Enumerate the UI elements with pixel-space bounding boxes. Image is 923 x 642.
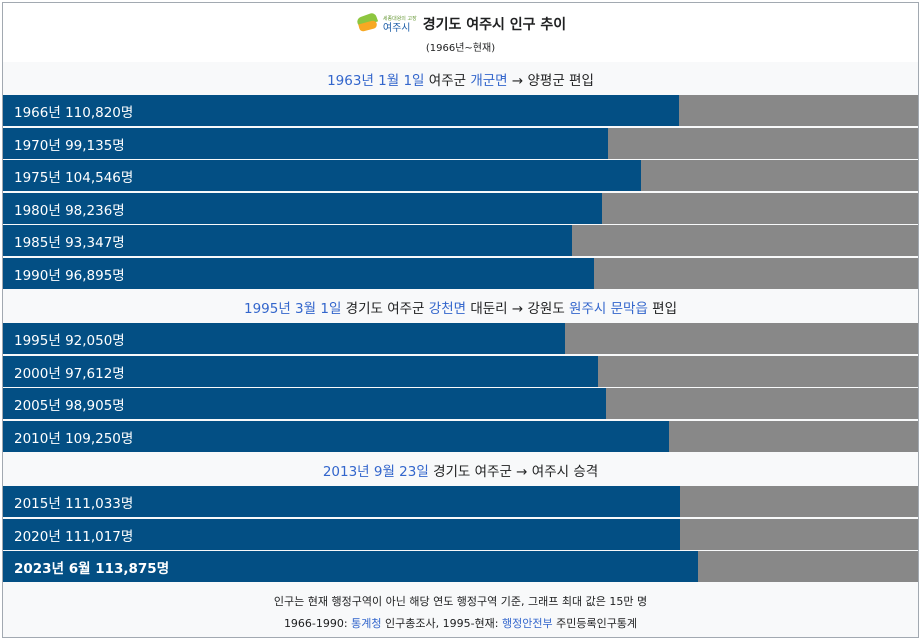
bar-track: 2000년 97,612명 [3, 356, 918, 387]
text-segment: 편입 [647, 300, 678, 317]
text-link[interactable]: 문막읍 [610, 300, 648, 317]
bar-track: 1980년 98,236명 [3, 193, 918, 224]
bar [3, 128, 608, 159]
bar-track: 2020년 111,017명 [3, 519, 918, 550]
bar-track: 2010년 109,250명 [3, 421, 918, 452]
bar-label: 1995년 92,050명 [14, 332, 125, 349]
yeoju-logo-icon [355, 11, 381, 37]
bar [3, 193, 603, 224]
bar-label: 1975년 104,546명 [14, 169, 134, 186]
bar-track: 1990년 96,895명 [3, 258, 918, 289]
chart-title: 경기도 여주시 인구 추이 [422, 17, 567, 33]
bar-label: 2000년 97,612명 [14, 365, 125, 382]
bar-track: 1970년 99,135명 [3, 128, 918, 159]
logo-name-text: 여주시 [382, 23, 411, 34]
bar-label: 2015년 111,033명 [14, 495, 134, 512]
bar-label: 1990년 96,895명 [14, 267, 125, 284]
bar-track: 1975년 104,546명 [3, 160, 918, 191]
bar-label: 1966년 110,820명 [14, 104, 134, 121]
bar-track: 1966년 110,820명 [3, 95, 918, 126]
text-segment: 경기도 여주군 → 여주시 승격 [428, 463, 599, 480]
chart-header: 세종대왕의 고장 여주시 경기도 여주시 인구 추이 (1966년~현재) [3, 3, 918, 63]
bar-track: 2005년 98,905명 [3, 388, 918, 419]
title-row: 세종대왕의 고장 여주시 경기도 여주시 인구 추이 [3, 9, 918, 39]
logo-text: 세종대왕의 고장 여주시 [383, 14, 417, 34]
bar [3, 160, 641, 191]
bar-label: 1980년 98,236명 [14, 202, 125, 219]
bar [3, 421, 670, 452]
event-row: 2013년 9월 23일 경기도 여주군 → 여주시 승격 [3, 453, 918, 486]
bar-label: 1985년 93,347명 [14, 234, 125, 251]
bar-label: 1970년 99,135명 [14, 137, 125, 154]
bar-track: 2015년 111,033명 [3, 486, 918, 517]
bar [3, 551, 698, 582]
text-segment: → 양평군 편입 [507, 72, 594, 89]
bar [3, 486, 681, 517]
bar-track: 2023년 6월 113,875명 [3, 551, 918, 582]
bar-track: 1995년 92,050명 [3, 323, 918, 354]
text-link[interactable]: 행정안전부 [501, 617, 553, 630]
text-segment: 경기도 여주군 [341, 300, 429, 317]
text-link[interactable]: 1963년 1월 1일 [327, 72, 425, 89]
bar [3, 258, 595, 289]
text-link[interactable]: 강천면 [428, 300, 467, 317]
text-segment: 여주군 [424, 72, 471, 89]
chart-footer: 인구는 현재 행정구역이 아닌 해당 연도 행정구역 기준, 그래프 최대 값은… [3, 584, 918, 637]
text-link[interactable]: 2013년 9월 23일 [322, 463, 429, 480]
text-link[interactable]: 1995년 3월 1일 [243, 300, 342, 317]
text-link[interactable]: 통계청 [351, 617, 382, 630]
text-link[interactable]: 개군면 [470, 72, 508, 89]
bar [3, 323, 565, 354]
bar-label: 2023년 6월 113,875명 [14, 560, 170, 577]
event-row: 1963년 1월 1일 여주군 개군면 → 양평군 편입 [3, 62, 918, 95]
text-segment: 대둔리 → 강원도 [466, 300, 570, 317]
bar [3, 519, 681, 550]
bar [3, 356, 599, 387]
bar [3, 388, 607, 419]
bar-track: 1985년 93,347명 [3, 225, 918, 256]
bar-label: 2005년 98,905명 [14, 397, 125, 414]
footer-source: 1966-1990: 통계청 인구총조사, 1995-현재: 행정안전부 주민등… [3, 615, 918, 631]
bar-label: 2010년 109,250명 [14, 430, 134, 447]
logo-small-text: 세종대왕의 고장 [382, 16, 417, 22]
text-segment: 인구총조사, 1995-현재: [381, 617, 502, 630]
chart-subtitle: (1966년~현재) [425, 43, 496, 54]
bar [3, 95, 679, 126]
event-row: 1995년 3월 1일 경기도 여주군 강천면 대둔리 → 강원도 원주시 문막… [3, 290, 918, 323]
text-segment: 1966-1990: [283, 617, 352, 630]
bar-label: 2020년 111,017명 [14, 528, 134, 545]
bar [3, 225, 573, 256]
text-segment: 주민등록인구통계 [552, 617, 638, 630]
text-link[interactable]: 원주시 [569, 300, 607, 317]
footer-note: 인구는 현재 행정구역이 아닌 해당 연도 행정구역 기준, 그래프 최대 값은… [273, 595, 648, 608]
